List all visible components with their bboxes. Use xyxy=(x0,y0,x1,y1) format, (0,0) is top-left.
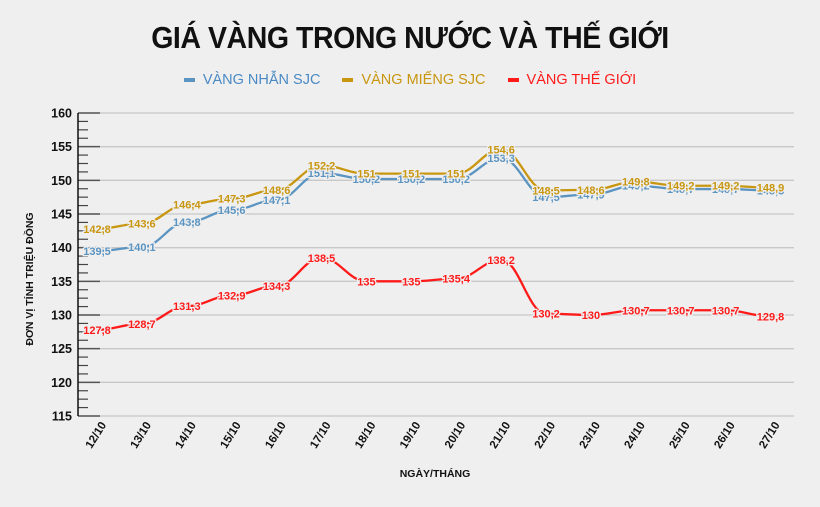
data-label: 132,9 xyxy=(218,290,246,302)
legend-item-the-gioi: VÀNG THẾ GIỚI xyxy=(507,72,637,88)
data-label: 140,1 xyxy=(128,242,156,254)
x-tick-label: 15/10 xyxy=(218,420,243,451)
data-label: 138,5 xyxy=(308,253,336,265)
data-label: 134,3 xyxy=(263,281,291,293)
data-label: 149,2 xyxy=(622,181,650,193)
y-tick-label: 150 xyxy=(51,174,72,188)
legend-label: VÀNG THẾ GIỚI xyxy=(526,72,637,88)
data-label: 142,8 xyxy=(83,224,111,236)
data-label: 147,3 xyxy=(218,194,246,206)
legend-item-mieng-sjc: VÀNG MIẾNG SJC xyxy=(342,72,486,88)
legend-swatch-the-gioi xyxy=(507,78,519,82)
data-label: 152,2 xyxy=(308,161,336,173)
series-line xyxy=(96,156,771,253)
data-label: 130,7 xyxy=(622,305,650,317)
data-label: 149,2 xyxy=(712,181,740,193)
x-tick-label: 17/10 xyxy=(308,420,333,451)
y-tick-label: 140 xyxy=(51,241,72,255)
legend-item-nhan-sjc: VÀNG NHẪN SJC xyxy=(183,72,321,88)
data-label: 153,3 xyxy=(487,153,515,165)
data-label: 145,6 xyxy=(218,205,246,217)
x-tick-label: 20/10 xyxy=(443,420,468,451)
y-tick-label: 135 xyxy=(51,275,72,289)
y-tick-label: 130 xyxy=(51,309,72,323)
data-label: 151 xyxy=(357,169,375,181)
x-tick-label: 26/10 xyxy=(712,420,737,451)
y-tick-label: 155 xyxy=(51,140,72,154)
chart-title: GIÁ VÀNG TRONG NƯỚC VÀ THẾ GIỚI xyxy=(151,20,669,55)
data-label: 143,8 xyxy=(173,217,201,229)
data-label: 150,2 xyxy=(442,174,470,186)
x-axis-title: NGÀY/THÁNG xyxy=(399,468,471,480)
x-tick-label: 18/10 xyxy=(353,420,378,451)
data-label: 135 xyxy=(357,276,375,288)
data-label: 148,7 xyxy=(712,184,740,196)
data-label: 130,7 xyxy=(667,305,695,317)
series-line xyxy=(96,148,771,230)
legend-swatch-mieng-sjc xyxy=(342,78,354,82)
data-label: 127,8 xyxy=(83,325,111,337)
x-tick-label: 13/10 xyxy=(129,420,154,451)
x-tick-label: 14/10 xyxy=(174,420,199,451)
data-label: 151 xyxy=(447,169,465,181)
data-label: 139,5 xyxy=(83,246,111,258)
data-label: 148,7 xyxy=(667,184,695,196)
data-label: 148,5 xyxy=(532,185,560,197)
y-tick-label: 125 xyxy=(51,342,72,356)
data-label: 149,8 xyxy=(622,177,650,189)
x-tick-label: 23/10 xyxy=(578,420,603,451)
data-label: 151 xyxy=(402,169,420,181)
data-label: 130,7 xyxy=(712,305,740,317)
data-label: 147,9 xyxy=(577,189,605,201)
data-label: 128,7 xyxy=(128,319,156,331)
x-tick-label: 12/10 xyxy=(84,420,109,451)
data-label: 130,2 xyxy=(532,309,560,321)
data-label: 131,3 xyxy=(173,301,201,313)
data-label: 148,5 xyxy=(757,185,785,197)
data-label: 138,2 xyxy=(487,255,515,267)
data-label: 143,6 xyxy=(128,218,156,230)
data-label: 151,1 xyxy=(308,168,336,180)
y-tick-label: 160 xyxy=(51,107,72,121)
y-tick-label: 145 xyxy=(51,208,72,222)
x-tick-label: 25/10 xyxy=(667,420,692,451)
legend-swatch-nhan-sjc xyxy=(183,78,195,82)
x-tick-label: 21/10 xyxy=(488,420,513,451)
x-tick-label: 27/10 xyxy=(757,420,782,451)
data-label: 147,5 xyxy=(532,192,560,204)
y-tick-label: 115 xyxy=(52,410,72,424)
legend-label: VÀNG NHẪN SJC xyxy=(202,72,321,88)
data-label: 129,8 xyxy=(757,311,785,323)
data-label: 135 xyxy=(402,276,420,288)
data-label: 147,1 xyxy=(263,195,291,207)
data-label: 130 xyxy=(582,310,600,322)
data-label: 150,2 xyxy=(353,174,381,186)
y-tick-label: 120 xyxy=(51,376,72,390)
series-line xyxy=(96,256,771,331)
data-label: 150,2 xyxy=(398,174,426,186)
data-label: 135,4 xyxy=(442,274,470,286)
data-label: 148,6 xyxy=(577,185,605,197)
y-axis-title: ĐƠN VỊ TÍNH TRIỆU ĐỒNG xyxy=(24,212,36,346)
x-tick-label: 24/10 xyxy=(623,420,648,451)
data-label: 148,9 xyxy=(757,183,785,195)
data-label: 149,2 xyxy=(667,181,695,193)
x-tick-label: 19/10 xyxy=(398,420,423,451)
data-label: 146,4 xyxy=(173,200,201,212)
legend-label: VÀNG MIẾNG SJC xyxy=(361,72,486,88)
legend: VÀNG NHẪN SJC VÀNG MIẾNG SJC VÀNG THẾ GI… xyxy=(0,72,820,88)
data-label: 148,6 xyxy=(263,185,291,197)
x-tick-label: 16/10 xyxy=(263,420,288,451)
data-label: 154,6 xyxy=(487,144,515,156)
x-tick-label: 22/10 xyxy=(533,420,558,451)
